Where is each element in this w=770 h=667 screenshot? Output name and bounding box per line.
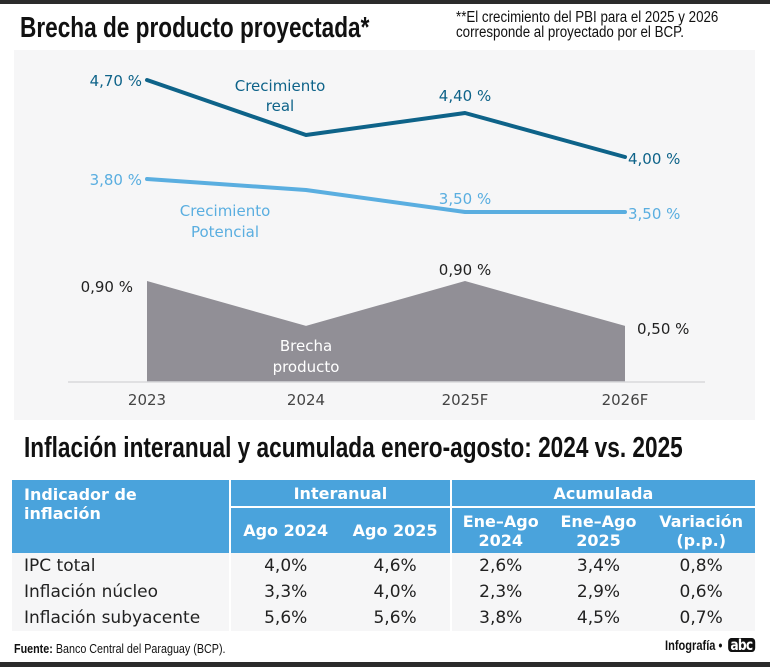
cell-value: 0,6% [647, 579, 755, 605]
table-row: Inflación subyacente 5,6% 5,6% 3,8% 4,5%… [12, 605, 755, 631]
cell-value: 4,6% [340, 553, 451, 579]
data-label-potential-2026f: 3,50 % [628, 205, 680, 223]
series-label-gap: Brecha [280, 337, 332, 355]
credit-text: Infografía • [665, 638, 723, 653]
group-header-interanual: Interanual [230, 480, 452, 508]
potential-growth-line [145, 177, 627, 214]
cell-value: 3,4% [549, 553, 648, 579]
cell-value: 5,6% [340, 605, 451, 631]
series-label-potential: Crecimiento [180, 202, 271, 220]
subheader-ago-2024: Ago 2024 [230, 507, 341, 553]
abc-logo: abc [727, 638, 755, 653]
cell-value: 4,0% [340, 579, 451, 605]
x-tick-label: 2023 [128, 391, 166, 409]
real-growth-line [145, 78, 627, 159]
data-label-gap-2025f: 0,90 % [439, 261, 491, 279]
cell-value: 2,6% [449, 553, 550, 579]
series-label-potential-line2: Potencial [191, 223, 259, 241]
table-row: Inflación núcleo 3,3% 4,0% 2,3% 2,9% 0,6… [12, 579, 755, 605]
cell-value: 3,3% [228, 579, 341, 605]
top-border [0, 0, 770, 4]
subheader-variacion: Variación (p.p.) [647, 507, 755, 553]
footnote-line-2: corresponde al proyectado por el BCP. [456, 24, 684, 41]
data-label-potential-2023: 3,80 % [90, 171, 142, 189]
cell-value: 2,9% [549, 579, 648, 605]
data-label-gap-2026f: 0,50 % [637, 320, 689, 338]
footnote: **El crecimiento del PBI para el 2025 y … [456, 9, 719, 41]
chart-title: Brecha de producto proyectada* [20, 12, 370, 44]
cell-value: 3,8% [449, 605, 550, 631]
cell-value: 4,5% [549, 605, 648, 631]
data-label-gap-2023: 0,90 % [81, 278, 133, 296]
source-text: Banco Central del Paraguay (BCP). [55, 642, 226, 656]
source-note: Fuente: Banco Central del Paraguay (BCP)… [14, 642, 226, 656]
inflation-table: Indicador de inflación Interanual Acumula… [12, 480, 755, 631]
series-label-real-line2: real [266, 97, 294, 115]
x-tick-label: 2024 [287, 391, 325, 409]
subheader-ene-ago-2025: Ene–Ago 2025 [549, 507, 648, 553]
row-label: IPC total [12, 553, 230, 579]
series-label-gap-line2: producto [273, 358, 340, 376]
cell-value: 0,8% [647, 553, 755, 579]
table-row: IPC total 4,0% 4,6% 2,6% 3,4% 0,8% [12, 553, 755, 579]
indicator-header: Indicador de inflación [12, 480, 231, 553]
x-tick-label: 2026F [602, 391, 649, 409]
credit: Infografía • abc [665, 638, 755, 653]
cell-value: 0,7% [647, 605, 755, 631]
x-tick-label: 2025F [442, 391, 489, 409]
source-label: Fuente: [14, 642, 53, 656]
cell-value: 5,6% [228, 605, 341, 631]
row-label: Inflación subyacente [12, 605, 230, 631]
gap-area [147, 281, 625, 382]
series-label-real: Crecimiento [235, 77, 326, 95]
data-label-real-2026f: 4,00 % [628, 150, 680, 168]
footnote-line-1: **El crecimiento del PBI para el 2025 y … [456, 9, 719, 26]
row-label: Inflación núcleo [12, 579, 230, 605]
subheader-ene-ago-2024: Ene–Ago 2024 [450, 507, 550, 553]
data-label-real-2025f: 4,40 % [439, 87, 491, 105]
group-header-acumulada: Acumulada [450, 480, 755, 508]
line-area-chart: 4,70 % 4,40 % 4,00 % Crecimiento real 3,80 % 3… [68, 72, 705, 409]
cell-value: 4,0% [228, 553, 341, 579]
bottom-border [0, 662, 770, 667]
table-title: Inflación interanual y acumulada enero-a… [24, 432, 683, 464]
subheader-ago-2025: Ago 2025 [340, 507, 452, 553]
cell-value: 2,3% [449, 579, 550, 605]
data-label-real-2023: 4,70 % [90, 72, 142, 90]
data-label-potential-2025f: 3,50 % [439, 190, 491, 208]
